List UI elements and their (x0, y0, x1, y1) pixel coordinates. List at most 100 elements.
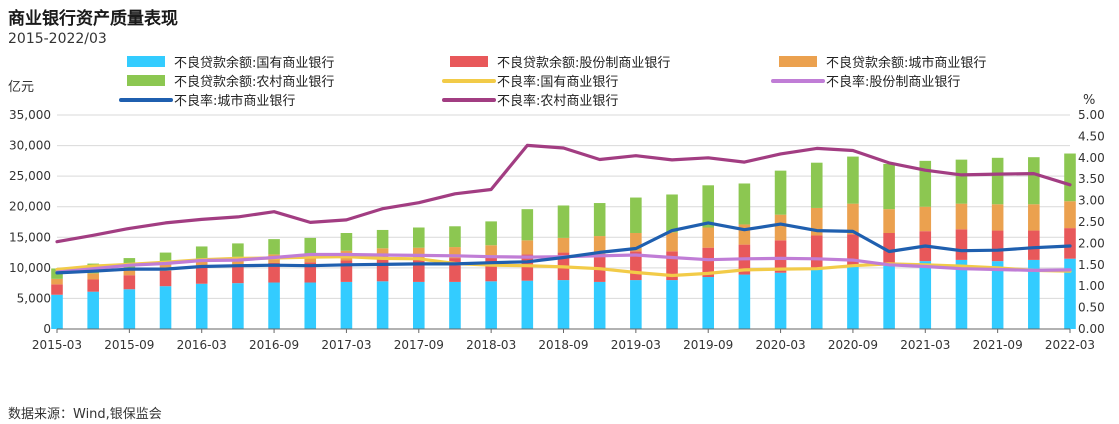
bar-segment (268, 239, 280, 255)
x-tick-label: 2017-03 (321, 338, 371, 352)
bar-segment (847, 156, 859, 204)
x-tick-label: 2022-03 (1045, 338, 1095, 352)
bar-segment (1064, 153, 1076, 202)
bar-segment (521, 240, 534, 255)
bar-segment (666, 280, 678, 329)
legend-label: 不良贷款余额:股份制商业银行 (497, 55, 670, 71)
legend-label: 不良贷款余额:城市商业银行 (826, 55, 986, 71)
bar-segment (630, 280, 642, 329)
left-tick-label: 10,000 (9, 261, 51, 275)
bar-segment (51, 278, 63, 285)
right-tick-label: 2.00 (1078, 236, 1105, 250)
legend-swatch (779, 56, 817, 67)
bar-segment (232, 243, 244, 257)
bar-segment (630, 197, 642, 234)
bar-segment (883, 163, 895, 210)
bar-segment (593, 281, 606, 329)
legend-swatch (450, 56, 488, 67)
bar-segment (51, 284, 63, 295)
stacked-bar-line-chart: 0 5,000 10,000 15,000 20,000 25,000 30,000 35,0… (8, 55, 1105, 352)
bar-segment (774, 240, 787, 273)
bar-segment (774, 214, 787, 241)
bar-segment (847, 266, 859, 329)
bar-segment (449, 258, 461, 282)
bar-segment (738, 274, 751, 329)
bar-segment (955, 159, 968, 204)
series-line (55, 143, 1072, 244)
right-tick-label: 0.00 (1078, 322, 1105, 336)
bar-segment (123, 289, 136, 329)
bar-segment (919, 261, 932, 329)
bar-segment (304, 262, 317, 283)
bar-segment (883, 209, 895, 234)
bar-segment (738, 183, 751, 225)
bar-segment (449, 281, 461, 329)
bar-segment (485, 256, 497, 282)
bar-segment (159, 270, 172, 287)
bar-segment (1028, 204, 1040, 231)
right-tick-label: 4.00 (1078, 151, 1105, 165)
bar-segment (412, 227, 425, 248)
bar-segment (919, 160, 932, 207)
bar-segment (810, 235, 823, 270)
x-tick-label: 2018-03 (466, 338, 516, 352)
x-tick-label: 2019-03 (611, 338, 661, 352)
bar-segment (521, 280, 534, 329)
bar-segment (195, 259, 208, 267)
bar-segment (666, 251, 678, 281)
bar-segment (810, 162, 823, 208)
bar-segment (123, 269, 136, 276)
bar-segment (1064, 258, 1076, 329)
data-source: 数据来源：Wind,银保监会 (8, 407, 162, 422)
bar-segment (557, 280, 570, 329)
chart-title: 商业银行资产质量表现 (8, 9, 178, 29)
bar-segment (991, 230, 1004, 262)
bar-segment (883, 263, 895, 329)
left-tick-label: 25,000 (9, 169, 51, 183)
bar-segment (702, 247, 715, 278)
bar-segment (87, 273, 99, 280)
bar-segment (810, 207, 823, 236)
bar-segment (630, 251, 642, 281)
x-tick-label: 2015-09 (104, 338, 154, 352)
right-axis-unit: % (1083, 93, 1095, 108)
bar-segment (304, 237, 317, 254)
left-tick-label: 15,000 (9, 230, 51, 244)
bar-segment (195, 246, 208, 260)
left-tick-label: 30,000 (9, 139, 51, 153)
chart-subtitle: 2015-2022/03 (8, 31, 107, 47)
bar-segment (340, 233, 353, 251)
bar-segment (123, 275, 136, 290)
x-tick-label: 2017-09 (394, 338, 444, 352)
left-tick-label: 0 (43, 322, 51, 336)
bar-segment (485, 245, 497, 257)
right-tick-label: 3.50 (1078, 172, 1105, 186)
bar-segment (1064, 228, 1076, 259)
bar-segment (702, 185, 715, 228)
bar-segment (774, 272, 787, 329)
bar-segment (376, 229, 389, 249)
bar-segment (557, 237, 570, 253)
bar-segment (593, 203, 606, 237)
legend-label: 不良贷款余额:国有商业银行 (174, 55, 334, 71)
bar-segment (702, 227, 715, 248)
bar-segment (376, 258, 389, 282)
bar-segment (557, 205, 570, 238)
legend-label: 不良贷款余额:农村商业银行 (174, 74, 334, 90)
bar-segment (340, 281, 353, 329)
bar-segment (87, 291, 99, 329)
bar-segment (847, 203, 859, 235)
bar-segment (268, 262, 280, 283)
bar-segment (810, 269, 823, 329)
x-tick-label: 2016-09 (249, 338, 299, 352)
left-tick-label: 20,000 (9, 200, 51, 214)
bar-segment (195, 283, 208, 329)
bar-segment (159, 286, 172, 329)
bar-segment (991, 157, 1004, 205)
right-tick-label: 1.50 (1078, 258, 1105, 272)
bar-segment (883, 233, 895, 264)
x-tick-label: 2018-09 (538, 338, 588, 352)
bar-segment (159, 252, 172, 265)
bar-segment (1028, 230, 1040, 260)
right-tick-label: 0.50 (1078, 301, 1105, 315)
